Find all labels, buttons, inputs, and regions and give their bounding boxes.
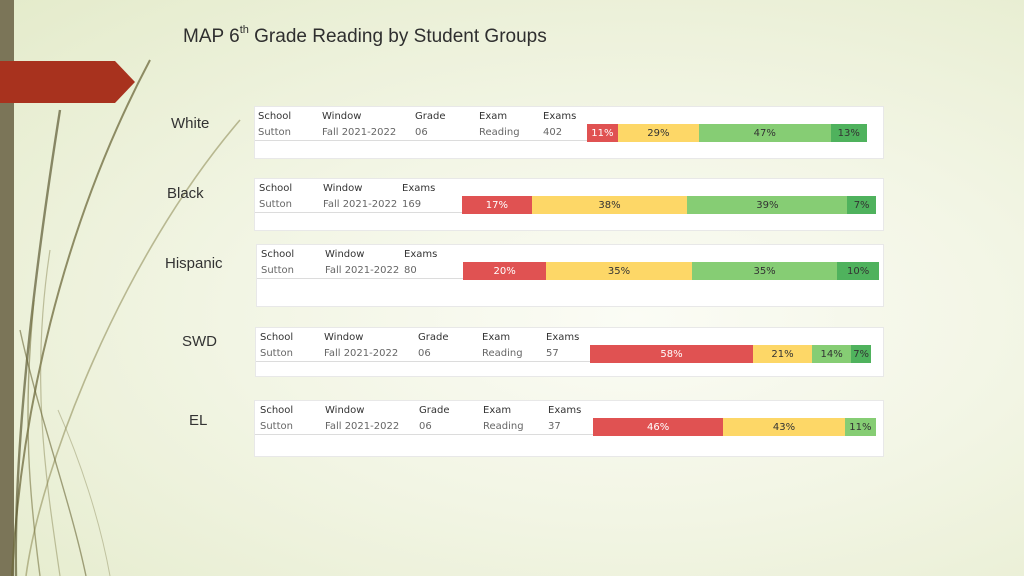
header-grade: Grade <box>418 332 449 343</box>
cell-grade: 06 <box>418 348 431 359</box>
header-exams: Exams <box>404 249 438 260</box>
seg-red-white: 11% <box>587 124 618 142</box>
cell-grade: 06 <box>415 127 428 138</box>
stacked-bar-hispanic: 20% 35% 35% 10% <box>463 262 879 280</box>
header-exams: Exams <box>543 111 577 122</box>
left-accent-bar <box>0 0 14 576</box>
header-school: School <box>259 183 293 194</box>
seg-yellow-white: 29% <box>617 124 699 142</box>
table-panel-hispanic: School Window Exams Sutton Fall 2021-202… <box>256 244 884 307</box>
cell-window: Fall 2021-2022 <box>325 421 400 432</box>
stacked-bar-white: 11% 29% 47% 13% <box>587 124 867 142</box>
seg-dark-green-swd: 7% <box>851 345 871 363</box>
header-school: School <box>260 405 294 416</box>
stacked-bar-black: 17% 38% 39% 7% <box>462 196 876 214</box>
header-window: Window <box>325 405 365 416</box>
header-school: School <box>261 249 295 260</box>
header-school: School <box>258 111 292 122</box>
seg-light-green-swd: 14% <box>811 345 852 363</box>
header-window: Window <box>322 111 362 122</box>
group-label-hispanic: Hispanic <box>165 255 223 272</box>
group-label-el: EL <box>189 412 208 429</box>
seg-light-green-hispanic: 35% <box>691 262 838 280</box>
cell-grade: 06 <box>419 421 432 432</box>
table-panel-el: School Window Grade Exam Exams Sutton Fa… <box>254 400 884 457</box>
group-label-white: White <box>171 115 210 132</box>
header-exam: Exam <box>483 405 512 416</box>
seg-yellow-black: 38% <box>531 196 688 214</box>
header-window: Window <box>325 249 365 260</box>
table-panel-black: School Window Exams Sutton Fall 2021-202… <box>254 178 884 231</box>
group-label-black: Black <box>167 185 204 202</box>
stacked-bar-el: 46% 43% 11% <box>593 418 876 436</box>
slide-title: MAP 6th Grade Reading by Student Groups <box>183 24 547 48</box>
cell-window: Fall 2021-2022 <box>323 199 398 210</box>
table-panel-white: School Window Grade Exam Exams Sutton Fa… <box>254 106 884 159</box>
cell-exams: 57 <box>546 348 559 359</box>
seg-red-el: 46% <box>593 418 724 436</box>
cell-exams: 402 <box>543 127 563 138</box>
grass-decoration <box>11 59 241 576</box>
cell-exams: 37 <box>548 421 561 432</box>
header-grade: Grade <box>415 111 446 122</box>
cell-school: Sutton <box>258 127 291 138</box>
header-exam: Exam <box>479 111 508 122</box>
cell-window: Fall 2021-2022 <box>325 265 400 276</box>
row-divider <box>255 434 593 435</box>
row-divider <box>257 278 463 279</box>
seg-red-swd: 58% <box>590 345 753 363</box>
row-divider <box>255 212 462 213</box>
red-tab-decoration <box>0 61 135 103</box>
table-panel-swd: School Window Grade Exam Exams Sutton Fa… <box>255 327 884 377</box>
cell-school: Sutton <box>259 199 292 210</box>
cell-window: Fall 2021-2022 <box>322 127 397 138</box>
seg-light-green-white: 47% <box>698 124 831 142</box>
seg-light-green-black: 39% <box>687 196 848 214</box>
header-window: Window <box>324 332 364 343</box>
title-rest: Grade Reading by Student Groups <box>248 26 547 47</box>
cell-exams: 169 <box>402 199 422 210</box>
cell-exams: 80 <box>404 265 417 276</box>
cell-exam: Reading <box>483 421 524 432</box>
row-divider <box>255 140 587 141</box>
seg-dark-green-hispanic: 10% <box>837 262 879 280</box>
row-divider <box>256 361 590 362</box>
cell-school: Sutton <box>260 348 293 359</box>
cell-school: Sutton <box>260 421 293 432</box>
seg-red-black: 17% <box>462 196 532 214</box>
header-exams: Exams <box>546 332 580 343</box>
header-school: School <box>260 332 294 343</box>
stacked-bar-swd: 58% 21% 14% 7% <box>590 345 871 363</box>
seg-light-green-el: 11% <box>844 418 876 436</box>
seg-red-hispanic: 20% <box>463 262 547 280</box>
header-exam: Exam <box>482 332 511 343</box>
header-exams: Exams <box>548 405 582 416</box>
title-main: MAP 6 <box>183 26 240 47</box>
group-label-swd: SWD <box>182 333 217 350</box>
title-superscript: th <box>239 24 249 36</box>
cell-window: Fall 2021-2022 <box>324 348 399 359</box>
header-exams: Exams <box>402 183 436 194</box>
seg-yellow-hispanic: 35% <box>546 262 692 280</box>
header-grade: Grade <box>419 405 450 416</box>
cell-exam: Reading <box>479 127 520 138</box>
seg-dark-green-white: 13% <box>830 124 867 142</box>
seg-yellow-el: 43% <box>723 418 845 436</box>
cell-exam: Reading <box>482 348 523 359</box>
seg-yellow-swd: 21% <box>752 345 812 363</box>
cell-school: Sutton <box>261 265 294 276</box>
header-window: Window <box>323 183 363 194</box>
seg-dark-green-black: 7% <box>847 196 876 214</box>
